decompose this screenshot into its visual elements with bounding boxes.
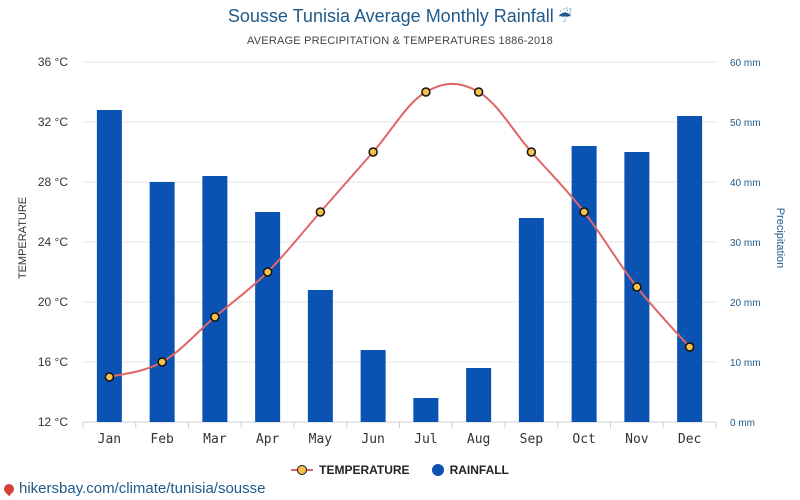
x-tick-label: Jul [414, 432, 437, 447]
rainfall-bar [677, 116, 703, 422]
chart-title: Sousse Tunisia Average Monthly Rainfall ☔ [0, 6, 800, 27]
rainfall-bar [413, 398, 439, 422]
temperature-point [315, 207, 326, 217]
umbrella-rain-icon: ☔ [557, 9, 573, 26]
right-tick-label: 0 mm [730, 418, 755, 429]
temperature-point [632, 282, 642, 292]
temperature-point [473, 87, 484, 97]
left-tick-label: 16 °C [38, 355, 68, 369]
x-tick-label: Aug [467, 432, 490, 447]
temperature-point [421, 87, 431, 97]
rainfall-bar [518, 218, 544, 422]
temperature-point [526, 147, 537, 157]
rainfall-bar [255, 212, 281, 422]
rainfall-bar [202, 176, 228, 422]
rainfall-bar [360, 350, 386, 422]
rainfall-bar [466, 368, 492, 422]
x-tick-label: Jan [98, 432, 121, 447]
x-tick-label: Nov [625, 432, 649, 447]
right-tick-label: 10 mm [730, 358, 761, 369]
temperature-line [109, 82, 691, 378]
temperature-point [104, 372, 115, 382]
chart-title-text: Sousse Tunisia Average Monthly Rainfall [227, 6, 554, 26]
chart-subtitle: AVERAGE PRECIPITATION & TEMPERATURES 188… [247, 35, 553, 47]
legend-label-rainfall: RAINFALL [449, 463, 509, 477]
left-tick-label: 32 °C [38, 115, 68, 129]
left-tick-label: 12 °C [38, 415, 68, 429]
legend-item-temperature[interactable]: TEMPERATURE [291, 463, 410, 477]
rainfall-bar [571, 146, 597, 422]
map-pin-icon [1, 481, 17, 496]
rainfall-bar [96, 110, 122, 422]
left-tick-label: 36 °C [38, 55, 68, 69]
rainfall-legend-marker [431, 464, 444, 476]
left-tick-label: 20 °C [38, 295, 68, 309]
rainfall-bar [149, 182, 175, 422]
temperature-point [684, 342, 695, 352]
x-tick-label: Sep [520, 432, 544, 447]
temperature-point [157, 357, 167, 367]
right-tick-label: 50 mm [730, 118, 761, 129]
source-footer[interactable]: hikersbay.com/climate/tunisia/sousse [1, 480, 266, 497]
x-tick-label: Oct [572, 432, 595, 447]
left-tick-label: 28 °C [38, 175, 68, 189]
x-tick-label: Dec [678, 432, 701, 447]
right-tick-label: 30 mm [730, 238, 761, 249]
x-tick-label: Apr [256, 432, 280, 447]
temperature-point [262, 267, 273, 277]
x-tick-label: Jun [361, 432, 384, 447]
temperature-point [210, 312, 220, 322]
rainfall-bar [307, 290, 333, 422]
left-tick-label: 24 °C [38, 235, 68, 249]
x-tick-label: Mar [203, 432, 227, 447]
legend-label-temperature: TEMPERATURE [319, 463, 410, 477]
temperature-point [368, 147, 378, 157]
temperature-point [579, 207, 589, 217]
legend-item-rainfall[interactable]: RAINFALL [431, 463, 509, 477]
right-tick-label: 40 mm [730, 178, 761, 189]
right-tick-label: 60 mm [730, 58, 761, 69]
chart-legend: TEMPERATURE RAINFALL [0, 463, 800, 477]
x-tick-label: Feb [150, 432, 174, 447]
temperature-legend-marker [291, 464, 314, 476]
right-tick-label: 20 mm [730, 298, 761, 309]
source-url[interactable]: hikersbay.com/climate/tunisia/sousse [19, 480, 266, 497]
x-tick-label: May [309, 432, 333, 447]
